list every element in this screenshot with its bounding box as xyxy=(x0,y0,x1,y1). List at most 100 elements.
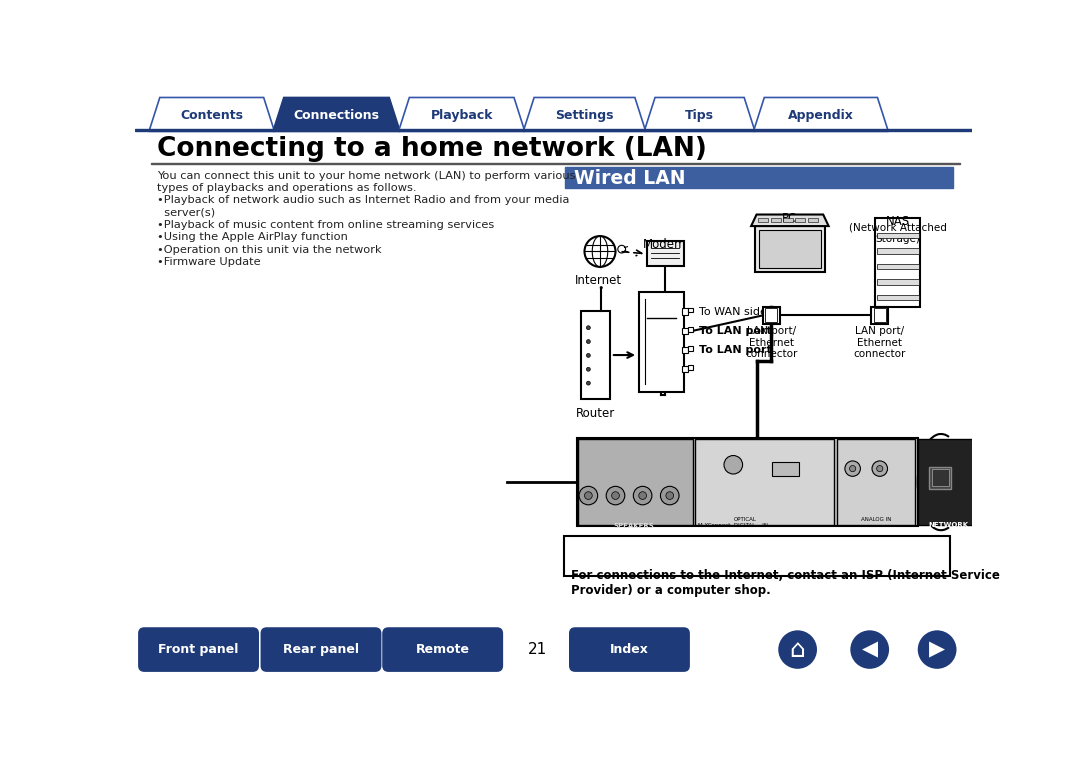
Bar xyxy=(978,471,989,480)
Text: LAN port/
Ethernet
connector: LAN port/ Ethernet connector xyxy=(745,326,797,359)
Text: Remote: Remote xyxy=(416,643,470,656)
Polygon shape xyxy=(399,97,525,132)
Bar xyxy=(683,347,688,353)
Bar xyxy=(758,218,768,222)
Text: PC: PC xyxy=(782,212,797,225)
Circle shape xyxy=(850,466,855,472)
Bar xyxy=(877,279,918,285)
Bar xyxy=(837,439,915,525)
Text: M-XConnect  DIGITAL    IN: M-XConnect DIGITAL IN xyxy=(699,524,769,528)
Circle shape xyxy=(586,368,591,371)
Text: Contents: Contents xyxy=(180,109,243,122)
Text: Connections: Connections xyxy=(294,109,379,122)
Text: types of playbacks and operations as follows.: types of playbacks and operations as fol… xyxy=(157,183,416,193)
Text: To LAN port: To LAN port xyxy=(699,345,772,355)
Bar xyxy=(688,365,693,370)
Bar xyxy=(874,308,886,323)
Bar xyxy=(762,307,780,324)
Bar xyxy=(577,438,918,527)
Polygon shape xyxy=(149,97,274,132)
Circle shape xyxy=(599,286,603,289)
Bar xyxy=(688,327,693,332)
FancyBboxPatch shape xyxy=(382,627,503,672)
Text: NAS: NAS xyxy=(886,215,909,228)
Text: server(s): server(s) xyxy=(157,208,215,218)
Text: To WAN side: To WAN side xyxy=(699,307,767,317)
Text: 21: 21 xyxy=(528,642,546,657)
Bar xyxy=(783,218,793,222)
Bar xyxy=(578,439,693,525)
Bar xyxy=(877,295,918,300)
Text: (Network Attached
Storage): (Network Attached Storage) xyxy=(849,222,946,244)
Polygon shape xyxy=(273,97,400,132)
Text: •Playback of network audio such as Internet Radio and from your media: •Playback of network audio such as Inter… xyxy=(157,196,569,205)
Circle shape xyxy=(606,486,625,505)
Circle shape xyxy=(666,492,674,499)
Text: •Operation on this unit via the network: •Operation on this unit via the network xyxy=(157,244,381,254)
Polygon shape xyxy=(751,215,828,226)
Text: SPEAKERS: SPEAKERS xyxy=(613,524,654,530)
Circle shape xyxy=(586,381,591,385)
Circle shape xyxy=(724,456,743,474)
Bar xyxy=(877,248,918,253)
Bar xyxy=(683,328,688,334)
Bar xyxy=(638,291,684,392)
Text: Front panel: Front panel xyxy=(159,643,239,656)
Circle shape xyxy=(918,630,957,669)
Circle shape xyxy=(633,486,652,505)
Text: •Using the Apple AirPlay function: •Using the Apple AirPlay function xyxy=(157,232,348,242)
Circle shape xyxy=(661,486,679,505)
Text: Tips: Tips xyxy=(685,109,714,122)
Circle shape xyxy=(779,630,816,669)
Bar xyxy=(872,307,888,324)
Bar xyxy=(770,218,781,222)
Circle shape xyxy=(586,354,591,358)
Circle shape xyxy=(850,630,889,669)
Text: Modem: Modem xyxy=(644,238,687,251)
Circle shape xyxy=(579,486,597,505)
Text: You can connect this unit to your home network (LAN) to perform various: You can connect this unit to your home n… xyxy=(157,170,576,180)
Text: Rear panel: Rear panel xyxy=(283,643,359,656)
Bar xyxy=(135,129,972,132)
FancyBboxPatch shape xyxy=(569,627,690,672)
FancyBboxPatch shape xyxy=(260,627,381,672)
Text: Settings: Settings xyxy=(555,109,613,122)
Text: •Firmware Update: •Firmware Update xyxy=(157,257,260,267)
Text: Playback: Playback xyxy=(431,109,492,122)
Circle shape xyxy=(638,492,647,499)
Text: OPTICAL: OPTICAL xyxy=(733,517,756,522)
Bar xyxy=(932,470,948,486)
Bar xyxy=(772,463,799,476)
Bar xyxy=(875,218,920,307)
Bar xyxy=(759,230,821,269)
Text: ANALOG IN: ANALOG IN xyxy=(861,517,891,522)
Bar xyxy=(688,346,693,351)
Bar xyxy=(581,310,610,400)
Bar xyxy=(808,218,818,222)
Text: Wired LAN: Wired LAN xyxy=(575,169,686,188)
Text: ⌂: ⌂ xyxy=(789,638,806,661)
Bar xyxy=(694,439,834,525)
Text: To LAN port: To LAN port xyxy=(699,326,772,336)
Bar xyxy=(564,536,949,575)
Bar xyxy=(647,241,684,266)
Text: ◀: ◀ xyxy=(862,639,878,660)
Circle shape xyxy=(584,492,592,499)
Text: Index: Index xyxy=(610,643,649,656)
Text: ▶: ▶ xyxy=(929,639,945,660)
Polygon shape xyxy=(524,97,646,132)
Text: •Playback of music content from online streaming services: •Playback of music content from online s… xyxy=(157,220,494,230)
Bar xyxy=(877,264,918,269)
Text: Internet: Internet xyxy=(575,274,622,287)
Bar xyxy=(930,467,951,489)
Bar xyxy=(565,167,953,188)
Circle shape xyxy=(586,326,591,330)
Bar xyxy=(877,233,918,238)
FancyBboxPatch shape xyxy=(138,627,259,672)
Circle shape xyxy=(586,339,591,343)
Circle shape xyxy=(611,492,619,499)
Text: Appendix: Appendix xyxy=(788,109,854,122)
Text: For connections to the Internet, contact an ISP (Internet Service
Provider) or a: For connections to the Internet, contact… xyxy=(571,569,1000,597)
Text: Connecting to a home network (LAN): Connecting to a home network (LAN) xyxy=(157,136,706,162)
Text: Router: Router xyxy=(576,407,615,420)
